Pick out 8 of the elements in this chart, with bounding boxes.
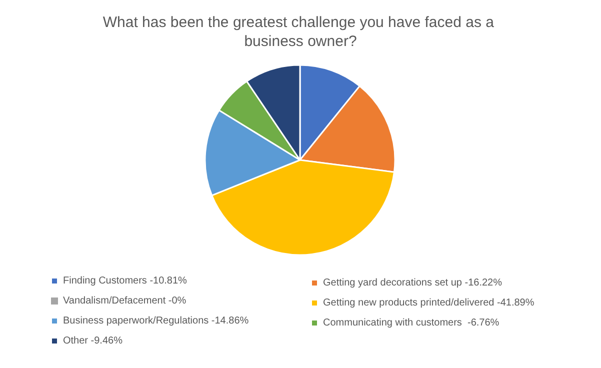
- legend-label: Getting yard decorations set up -16.22%: [323, 278, 502, 288]
- chart-title: What has been the greatest challenge you have faced as a business owner?: [102, 14, 498, 50]
- legend-label: Finding Customers -10.81%: [63, 276, 188, 286]
- legend-label: Other -9.46%: [63, 336, 123, 346]
- legend-label: Vandalism/Defacement -0%: [63, 296, 186, 306]
- legend-label: Business paperwork/Regulations -14.86%: [63, 316, 249, 326]
- legend-label: Getting new products printed/delivered -41.89%: [323, 298, 534, 308]
- legend-label: Communicating with customers -6.76%: [323, 318, 500, 328]
